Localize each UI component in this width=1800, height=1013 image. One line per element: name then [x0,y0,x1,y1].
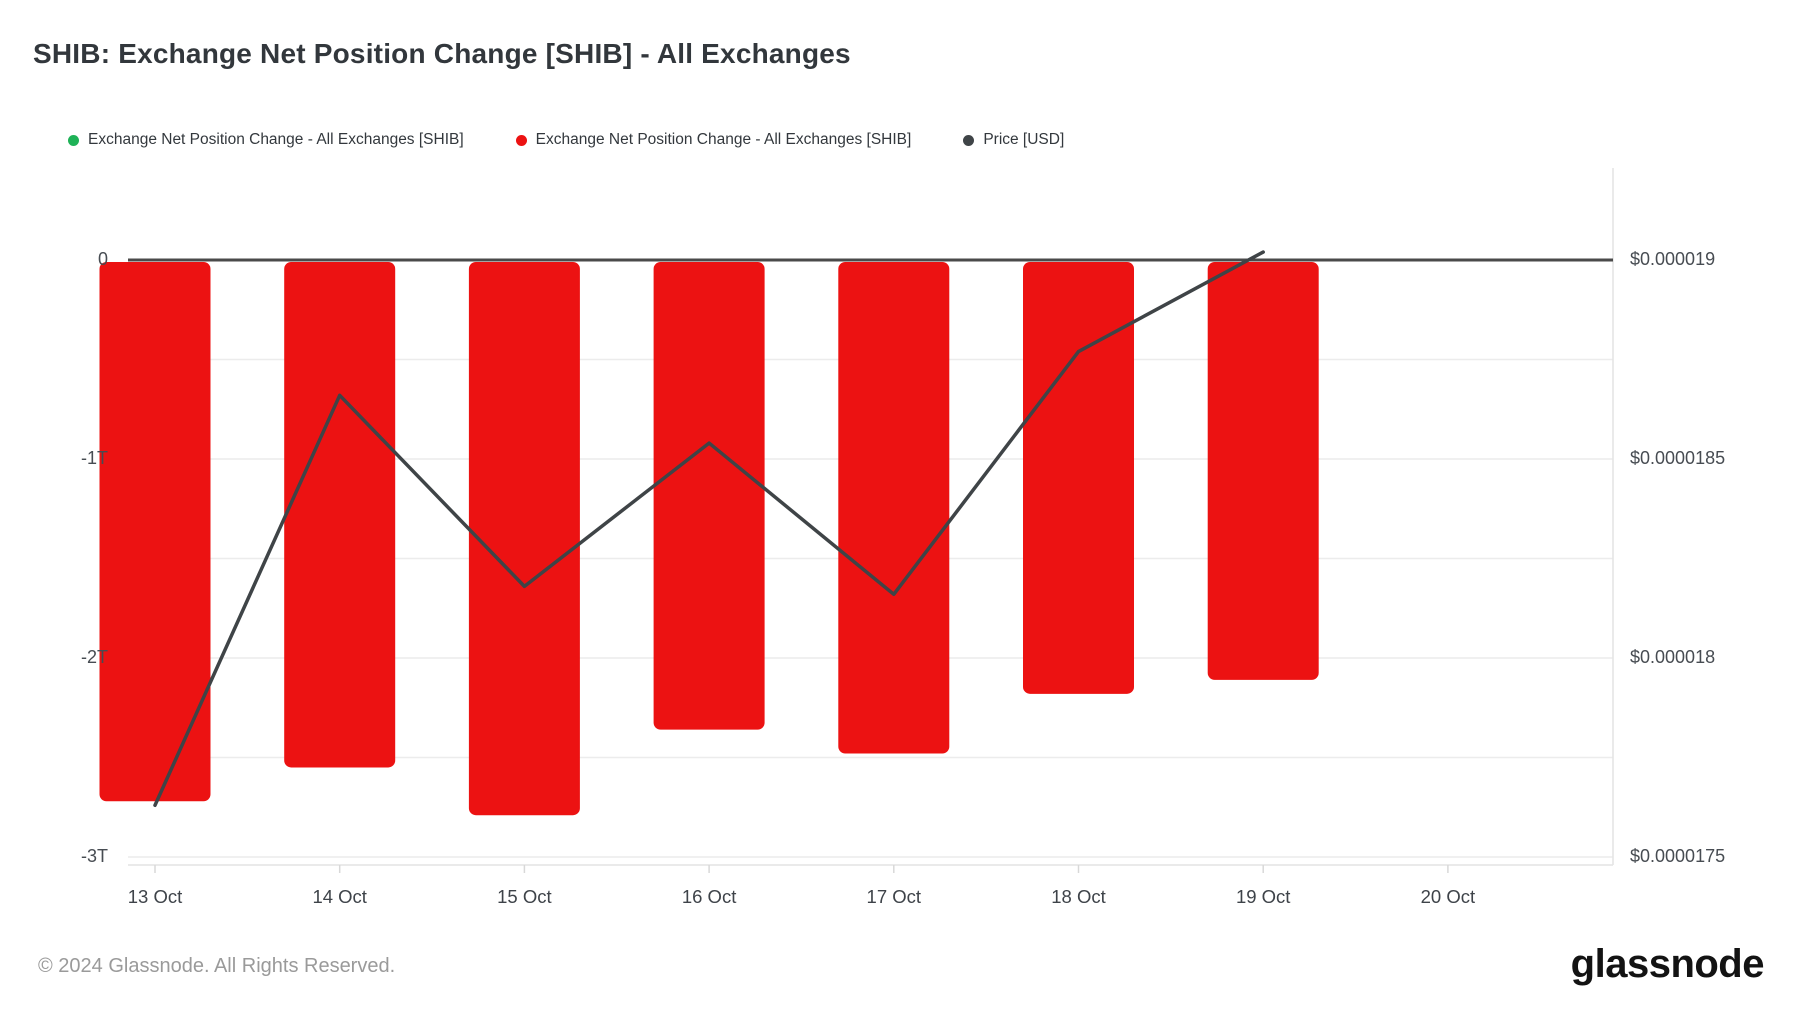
legend-label: Exchange Net Position Change - All Excha… [88,131,464,148]
bar-19-oct[interactable] [1207,262,1319,680]
legend-item-net-position-red[interactable]: Exchange Net Position Change - All Excha… [515,131,912,149]
chart-legend: Exchange Net Position Change - All Excha… [68,131,1064,149]
x-axis-label-18-oct: 18 Oct [1051,886,1106,907]
glassnode-logo: glassnode [1570,942,1765,986]
bar-18-oct[interactable] [1023,262,1134,694]
x-axis-label-20-oct: 20 Oct [1420,886,1476,907]
bar-16-oct[interactable] [653,262,765,730]
bar-13-oct[interactable] [99,262,211,802]
legend-dot-dark-icon [963,134,975,146]
x-axis-label-16-oct: 16 Oct [681,886,737,907]
right-axis-tick-$0.000018: $0.000018 [1630,647,1716,667]
legend-label: Exchange Net Position Change - All Excha… [535,131,912,148]
copyright-text: © 2024 Glassnode. All Rights Reserved. [38,955,396,977]
legend-item-price-usd[interactable]: Price [USD] [963,131,1064,149]
right-axis-tick-$0.000019: $0.000019 [1630,249,1716,269]
bar-14-oct[interactable] [284,262,396,768]
left-axis-tick--2T: -2T [81,647,108,667]
x-axis-label-17-oct: 17 Oct [866,886,922,907]
bar-15-oct[interactable] [468,262,580,816]
left-axis-tick--1T: -1T [81,448,108,468]
right-axis-tick-$0.0000185: $0.0000185 [1630,448,1726,468]
x-axis-label-14-oct: 14 Oct [312,886,367,907]
legend-dot-red-icon [515,134,527,146]
right-axis-tick-$0.0000175: $0.0000175 [1630,846,1726,866]
price-line[interactable] [153,250,1265,808]
page-title: SHIB: Exchange Net Position Change [SHIB… [33,38,851,69]
x-axis-label-15-oct: 15 Oct [497,886,552,907]
left-axis-tick--3T: -3T [81,846,108,866]
left-axis-tick-0: 0 [97,249,108,269]
legend-label: Price [USD] [983,131,1065,148]
x-axis-label-19-oct: 19 Oct [1235,886,1291,907]
bar-17-oct[interactable] [838,262,950,754]
legend-item-net-position-green[interactable]: Exchange Net Position Change - All Excha… [68,131,464,149]
legend-dot-green-icon [68,134,79,146]
x-axis-label-13-oct: 13 Oct [127,886,183,907]
